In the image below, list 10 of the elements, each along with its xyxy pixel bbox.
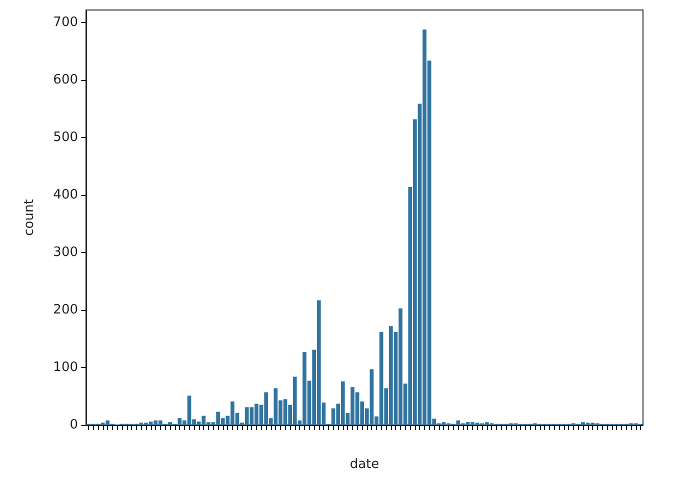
x-axis-title: date xyxy=(350,457,380,472)
y-tick-label: 200 xyxy=(53,302,78,318)
y-tick-label: 500 xyxy=(53,130,78,146)
y-axis-title: count xyxy=(22,199,37,236)
y-tick-label: 100 xyxy=(53,360,78,376)
y-tick-label: 600 xyxy=(53,72,78,88)
y-tick-label: 700 xyxy=(53,15,78,30)
y-tick-label: 0 xyxy=(70,418,78,432)
y-tick-label: 400 xyxy=(53,188,78,203)
y-tick-label: 300 xyxy=(53,245,78,260)
